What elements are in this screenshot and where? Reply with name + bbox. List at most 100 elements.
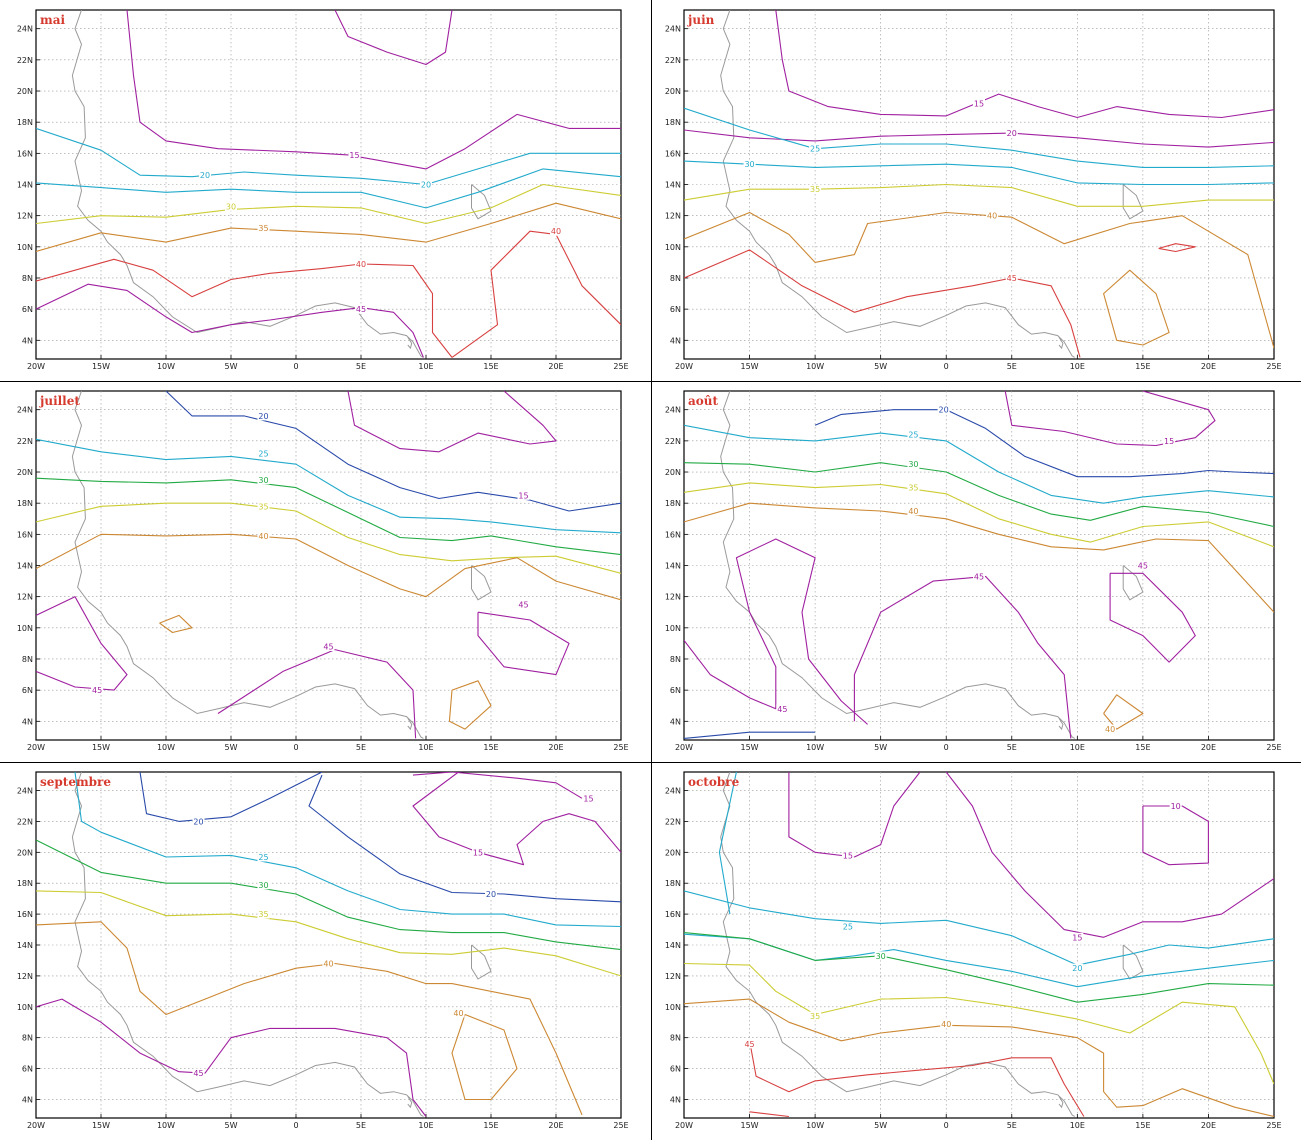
contour-line-45 (36, 283, 424, 358)
lat-tick-label: 16N (665, 910, 681, 919)
map-frame (683, 390, 1275, 741)
contour-label: 15 (473, 848, 483, 857)
contour-label-bg (743, 159, 756, 169)
contour-label: 30 (908, 460, 918, 469)
lat-tick-label: 4N (22, 717, 33, 726)
contour-line-30 (36, 477, 621, 556)
lon-tick-label: 20W (27, 1121, 45, 1130)
map-layer: 15 20 20 30 35 40 40 45 (36, 10, 621, 358)
contour-label: 15 (1072, 933, 1082, 942)
contour-label-bg (348, 150, 361, 160)
lat-tick-label: 12N (17, 593, 33, 602)
lon-tick-label: 10W (157, 362, 175, 371)
contour-label-bg (550, 226, 562, 236)
contour-label-bg (452, 1008, 465, 1018)
contour-line-20 (684, 731, 816, 739)
lat-tick-label: 10N (17, 243, 33, 252)
island-outline (407, 1096, 413, 1109)
lon-tick-label: 20E (548, 362, 563, 371)
map-panel-mai: 20W 15W 10W 5W 0 5E 10E 15E 20E 25E 4N 6N 8N 10N 12N 14… (0, 0, 648, 381)
lat-tick-label: 10N (665, 243, 681, 252)
map-panel-aout: 20W 15W 10W 5W 0 5E 10E 15E 20E 25E 4N 6N 8N 10N 12N 14… (648, 381, 1301, 762)
contour-label: 45 (356, 305, 366, 314)
lat-tick-label: 22N (665, 56, 681, 65)
contour-line-35 (684, 962, 1274, 1085)
lon-tick-label: 25E (1266, 743, 1281, 752)
contour-line-35 (684, 183, 1274, 207)
contour-line-20 (814, 409, 1274, 478)
contour-label: 25 (843, 922, 853, 931)
contour-label: 40 (323, 960, 333, 969)
contour-label: 40 (941, 1020, 951, 1029)
lon-tick-label: 10E (418, 362, 433, 371)
lon-tick-label: 20W (27, 362, 45, 371)
lat-tick-label: 6N (670, 305, 681, 314)
contour-label: 45 (744, 1040, 754, 1049)
contour-label: 35 (258, 910, 268, 919)
lon-tick-label: 25E (1266, 362, 1281, 371)
month-label: septembre (40, 775, 111, 789)
contour-label-bg (841, 850, 854, 860)
lat-tick-label: 4N (670, 717, 681, 726)
contour-line-30 (684, 932, 1274, 1003)
lat-tick-label: 8N (670, 655, 681, 664)
contour-line-25 (684, 424, 1274, 504)
contour-label-bg (257, 501, 270, 511)
contour-label: 10 (1171, 802, 1181, 811)
contour-label: 25 (810, 145, 820, 154)
contour-label-bg (192, 1068, 205, 1078)
contour-label-bg (257, 909, 270, 919)
contour-label-bg (986, 211, 999, 221)
contour-label: 30 (744, 160, 754, 169)
lon-tick-label: 25E (613, 362, 628, 371)
contour-line-20 (36, 127, 621, 186)
lat-tick-label: 16N (17, 149, 33, 158)
lat-tick-label: 4N (22, 336, 33, 345)
contour-label-bg (485, 889, 497, 899)
coastline (720, 10, 1075, 358)
lon-tick-label: 10W (157, 743, 175, 752)
contour-label: 15 (349, 151, 359, 160)
lat-tick-label: 6N (22, 1065, 33, 1074)
contour-label-bg (1071, 963, 1084, 973)
lon-tick-label: 15E (483, 743, 498, 752)
contour-label: 45 (92, 686, 102, 695)
contour-label: 25 (908, 431, 918, 440)
contour-label-bg (1136, 561, 1149, 570)
map-layer: 20 20 25 30 35 40 45 40 15 15 (36, 772, 621, 1117)
lake-chad-outline (1122, 184, 1144, 220)
lon-tick-label: 15W (92, 1121, 110, 1130)
lake-chad-outline (1122, 565, 1144, 601)
lon-tick-label: 20W (675, 362, 693, 371)
lon-tick-label: 0 (293, 1121, 298, 1130)
contour-label-bg (776, 704, 789, 714)
coastline (71, 391, 424, 739)
contour-line-40 (36, 921, 583, 1116)
lat-tick-label: 4N (670, 1095, 681, 1104)
lat-tick-label: 16N (17, 530, 33, 539)
contour-label: 45 (974, 572, 984, 581)
lat-tick-label: 4N (670, 336, 681, 345)
contour-label-bg (355, 304, 367, 314)
contour-line-15 (347, 391, 557, 453)
contour-label: 15 (843, 851, 853, 860)
lon-tick-label: 15W (92, 743, 110, 752)
lon-tick-label: 0 (944, 1121, 949, 1130)
lon-tick-label: 15E (483, 1121, 498, 1130)
lon-tick-label: 5W (874, 743, 887, 752)
contour-line-20 (718, 772, 737, 915)
lon-tick-label: 10W (806, 743, 824, 752)
lat-tick-label: 12N (665, 593, 681, 602)
contour-line-45 (853, 575, 1072, 739)
contour-label-bg (841, 921, 854, 931)
map-panel-septembre: 20W 15W 10W 5W 0 5E 10E 15E 20E 25E 4N 6N 8N 10N 12N 14… (0, 762, 648, 1140)
lon-tick-label: 5E (356, 743, 366, 752)
contour-line-15 (412, 772, 621, 866)
island-outline (1058, 336, 1064, 350)
island-outline (407, 336, 413, 350)
contour-label: 25 (258, 449, 268, 458)
contour-line-40 (36, 533, 621, 601)
lat-tick-label: 22N (665, 437, 681, 446)
lon-tick-label: 25E (613, 743, 628, 752)
